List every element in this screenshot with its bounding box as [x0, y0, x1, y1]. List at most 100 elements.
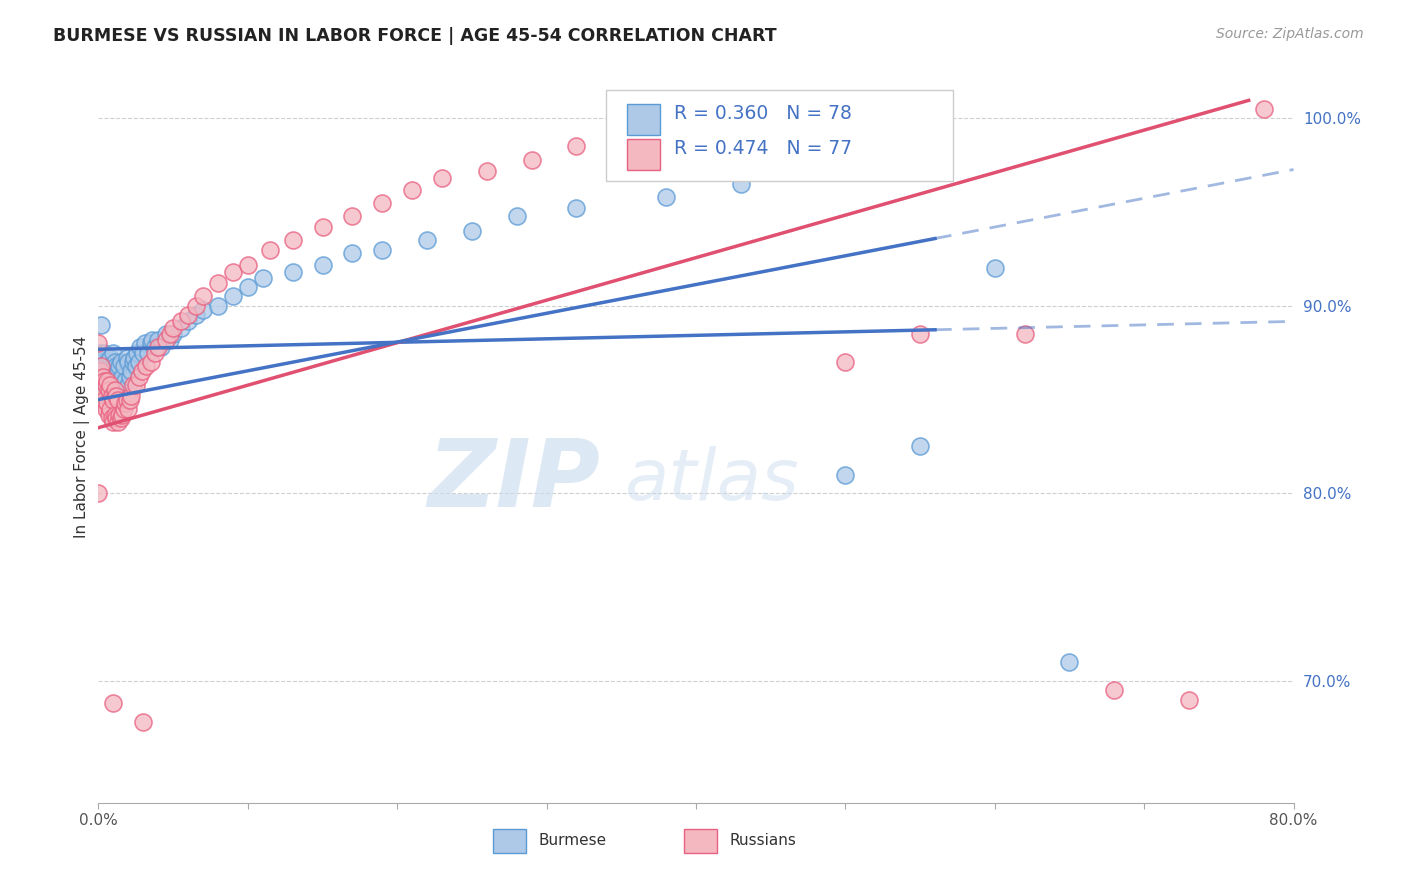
- Point: [89, 374, 111, 388]
- Point: [98, 401, 122, 416]
- Point: [191, 289, 214, 303]
- Bar: [685, 830, 717, 853]
- Point: [107, 415, 129, 429]
- Point: [120, 389, 142, 403]
- Point: [111, 408, 134, 422]
- Point: [105, 411, 128, 425]
- Point: [121, 355, 143, 369]
- Point: [103, 415, 125, 429]
- Point: [105, 359, 128, 373]
- Point: [107, 383, 129, 397]
- Point: [103, 383, 125, 397]
- Point: [177, 314, 200, 328]
- Point: [184, 308, 207, 322]
- Point: [430, 171, 453, 186]
- Point: [132, 345, 155, 359]
- Point: [141, 333, 163, 347]
- Point: [104, 383, 127, 397]
- Point: [101, 359, 124, 373]
- Point: [461, 224, 484, 238]
- Point: [90, 318, 112, 332]
- Point: [207, 277, 229, 291]
- Point: [97, 383, 120, 397]
- Point: [1059, 655, 1081, 669]
- Point: [655, 190, 678, 204]
- Point: [97, 359, 120, 373]
- Point: [371, 243, 394, 257]
- Point: [148, 340, 170, 354]
- Point: [135, 359, 157, 373]
- Text: ZIP: ZIP: [427, 435, 600, 527]
- Point: [93, 392, 115, 407]
- Point: [125, 377, 148, 392]
- Point: [108, 377, 131, 392]
- Point: [105, 377, 128, 392]
- Point: [112, 359, 135, 373]
- Point: [90, 389, 112, 403]
- Point: [96, 355, 118, 369]
- Point: [565, 139, 588, 153]
- Point: [131, 364, 153, 378]
- Point: [89, 364, 111, 378]
- Point: [311, 220, 333, 235]
- Point: [94, 383, 117, 397]
- Point: [94, 377, 117, 392]
- Point: [115, 351, 138, 366]
- Y-axis label: In Labor Force | Age 45-54: In Labor Force | Age 45-54: [75, 336, 90, 538]
- Point: [104, 374, 127, 388]
- Point: [311, 258, 333, 272]
- Point: [103, 364, 125, 378]
- Point: [104, 355, 127, 369]
- Point: [103, 345, 125, 359]
- Point: [184, 299, 207, 313]
- Point: [169, 321, 191, 335]
- Point: [117, 377, 139, 392]
- Point: [96, 374, 118, 388]
- Point: [155, 326, 177, 341]
- Point: [506, 209, 529, 223]
- Point: [775, 102, 797, 116]
- Text: R = 0.474   N = 77: R = 0.474 N = 77: [675, 139, 852, 159]
- Point: [108, 359, 131, 373]
- Point: [162, 321, 184, 335]
- Point: [104, 408, 127, 422]
- Point: [89, 392, 111, 407]
- Text: BURMESE VS RUSSIAN IN LABOR FORCE | AGE 45-54 CORRELATION CHART: BURMESE VS RUSSIAN IN LABOR FORCE | AGE …: [53, 27, 778, 45]
- Point: [1104, 683, 1126, 698]
- Point: [98, 370, 122, 384]
- Point: [148, 333, 170, 347]
- Point: [105, 389, 128, 403]
- Point: [177, 308, 200, 322]
- Point: [118, 392, 141, 407]
- Point: [129, 340, 152, 354]
- Point: [96, 374, 118, 388]
- Point: [90, 359, 112, 373]
- Point: [103, 392, 125, 407]
- Point: [107, 392, 129, 407]
- Point: [342, 209, 364, 223]
- Point: [416, 233, 439, 247]
- Point: [475, 163, 498, 178]
- Point: [110, 411, 132, 425]
- Text: Burmese: Burmese: [538, 833, 606, 848]
- Point: [94, 401, 117, 416]
- Point: [1178, 692, 1201, 706]
- Point: [159, 326, 181, 341]
- Point: [169, 314, 191, 328]
- Point: [96, 396, 118, 410]
- Point: [118, 370, 141, 384]
- Point: [117, 401, 139, 416]
- Point: [93, 374, 115, 388]
- Point: [89, 345, 111, 359]
- Point: [984, 261, 1007, 276]
- Point: [136, 345, 159, 359]
- Point: [222, 289, 245, 303]
- Point: [281, 233, 304, 247]
- Point: [107, 364, 129, 378]
- Point: [94, 364, 117, 378]
- Point: [252, 270, 274, 285]
- Point: [103, 697, 125, 711]
- Point: [128, 370, 150, 384]
- Point: [124, 351, 146, 366]
- Point: [117, 355, 139, 369]
